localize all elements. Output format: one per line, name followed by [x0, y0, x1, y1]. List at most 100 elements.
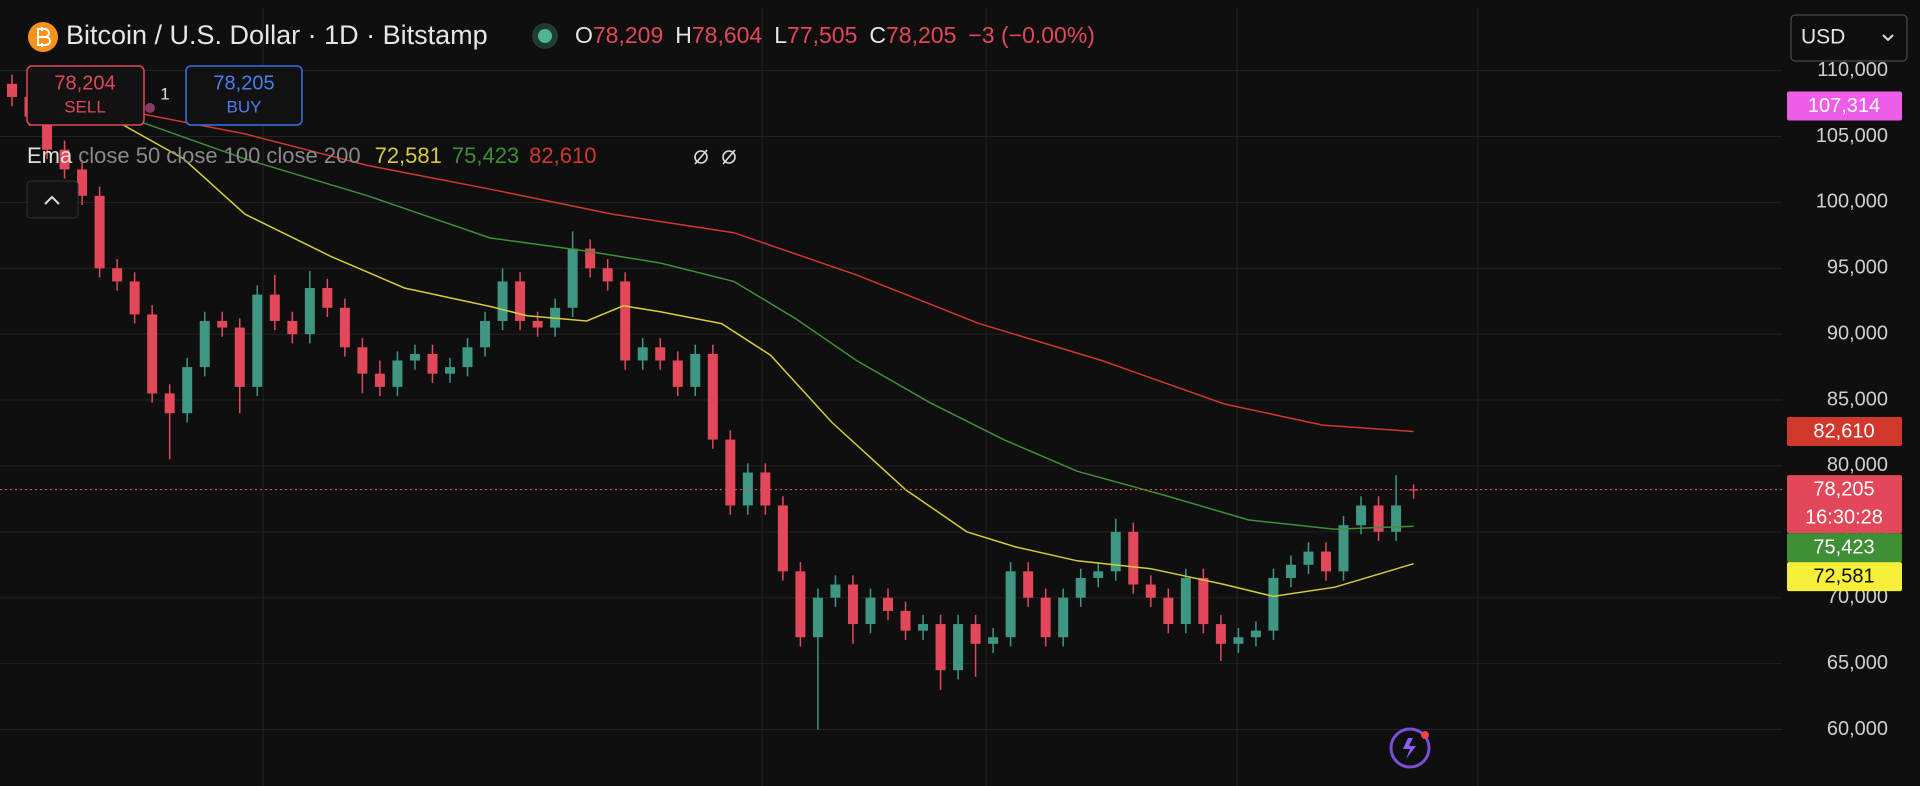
assistant-icon[interactable] — [1389, 727, 1431, 769]
candle-body — [1075, 577, 1086, 598]
y-tick-label: 105,000 — [1816, 125, 1888, 147]
collapse-button[interactable] — [26, 180, 79, 219]
candle-body — [532, 320, 543, 328]
price-tag-label: 75,423 — [1813, 536, 1874, 558]
candle-body — [480, 320, 491, 348]
candle-body — [287, 320, 298, 335]
hide-icon-slash — [694, 149, 708, 165]
legend-icons — [694, 149, 736, 165]
candle-body — [970, 624, 981, 644]
coin-glyph — [37, 27, 51, 47]
price-tag — [1787, 417, 1902, 447]
status-dot — [538, 29, 552, 43]
stat-value: 77,505 — [787, 22, 857, 48]
candle-body — [357, 347, 368, 374]
stat-value: 78,604 — [692, 22, 763, 48]
candle-body — [812, 597, 823, 638]
candle-body — [217, 320, 228, 328]
currency[interactable]: USD — [1801, 26, 1845, 49]
sell-button[interactable] — [26, 65, 145, 126]
indicator-name: Ema — [27, 143, 73, 168]
candle-body — [199, 320, 210, 368]
series-name: close 50 — [78, 143, 160, 168]
candle-body — [602, 268, 613, 282]
candle-body — [795, 571, 806, 638]
symbol-title: Bitcoin / U.S. Dollar · 1D · Bitstamp — [66, 20, 488, 50]
y-tick-label: 65,000 — [1827, 652, 1888, 674]
currency-select[interactable] — [1790, 14, 1908, 62]
hide-icon[interactable] — [722, 150, 736, 164]
price-tag — [1787, 562, 1902, 592]
candle-body — [1058, 597, 1069, 638]
select-chevron — [1882, 34, 1894, 42]
candle-body — [1303, 551, 1314, 565]
y-tick-label: 110,000 — [1817, 59, 1888, 81]
candle-body — [1110, 531, 1121, 572]
candle-body — [42, 116, 53, 150]
y-tick-label: 85,000 — [1827, 388, 1888, 410]
candle-body — [59, 149, 70, 170]
candle-body — [1005, 571, 1016, 638]
candle-body — [1285, 564, 1296, 578]
candle-body — [1040, 597, 1051, 638]
candle-body — [392, 360, 403, 387]
candle-body — [1391, 505, 1402, 532]
candle-body — [94, 195, 105, 269]
price-tag-label: 72,581 — [1813, 565, 1874, 587]
stat-key: L — [774, 22, 787, 48]
candle-body — [1373, 505, 1384, 532]
candle-body — [988, 637, 999, 644]
candle-body — [725, 439, 736, 506]
candle-body — [637, 347, 648, 361]
sell-price[interactable]: 78,204 — [54, 72, 115, 94]
series-value: 72,581 — [375, 143, 442, 168]
candle-body — [445, 367, 455, 374]
candle-body — [515, 281, 526, 321]
candle-body — [900, 610, 911, 631]
candle-body — [304, 288, 315, 335]
candle-body — [322, 288, 333, 308]
candle-body — [1198, 577, 1209, 625]
candle-body — [427, 353, 438, 374]
assistant-bolt — [1403, 738, 1416, 759]
ohlc-stats: O78,209 H78,604 L77,505 C78,205 −3 (−0.00%) — [575, 22, 1095, 48]
price-tag-label: 16:30:28 — [1805, 506, 1883, 528]
candle-body — [7, 83, 17, 97]
candle-body — [1356, 505, 1367, 526]
ema-line — [122, 114, 1414, 530]
buy-label[interactable]: BUY — [227, 97, 262, 116]
y-tick-label: 95,000 — [1827, 257, 1888, 279]
candle-body — [164, 393, 175, 414]
candle-body — [883, 597, 893, 611]
candle-body — [182, 367, 193, 414]
y-tick-label: 60,000 — [1827, 718, 1888, 740]
stat-value: 78,205 — [886, 22, 956, 48]
candle-body — [935, 624, 946, 671]
collapse-chevron — [44, 195, 60, 205]
stat-value: 78,209 — [593, 22, 663, 48]
candle-body — [1180, 577, 1191, 625]
candle-body — [252, 294, 263, 387]
stat-key: O — [575, 22, 593, 48]
candle-body — [918, 624, 929, 631]
buy-button[interactable] — [185, 65, 303, 126]
price-tag-label: 78,205 — [1813, 478, 1874, 500]
candle-body — [497, 281, 508, 321]
candle-body — [1145, 584, 1156, 598]
buy-price[interactable]: 78,205 — [213, 72, 274, 94]
series-value: 75,423 — [452, 143, 519, 168]
sell-label[interactable]: SELL — [64, 97, 106, 116]
hide-icon[interactable] — [694, 150, 708, 164]
candle-body — [1321, 551, 1331, 572]
series-value: 82,610 — [529, 143, 596, 168]
candle-body — [672, 360, 683, 387]
candle-body — [129, 281, 140, 315]
candle-body — [77, 169, 88, 196]
candle-body — [374, 373, 385, 387]
candle-body — [567, 248, 578, 308]
candle-body — [847, 584, 858, 625]
change: −3 (−0.00%) — [968, 22, 1095, 48]
candle-body — [585, 248, 596, 269]
candle-body — [269, 294, 280, 321]
